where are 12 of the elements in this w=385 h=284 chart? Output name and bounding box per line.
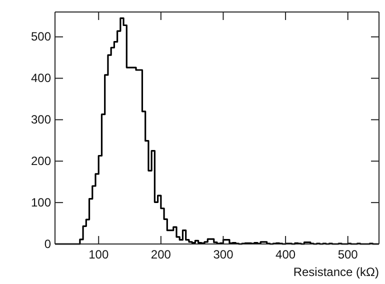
x-tick-label: 500 [338, 248, 358, 262]
y-tick-label: 300 [30, 112, 52, 127]
y-tick-label: 100 [30, 195, 52, 210]
y-tick-label: 500 [30, 30, 52, 44]
x-axis-title: Resistance (kΩ) [293, 265, 379, 279]
y-tick-label: 200 [30, 154, 52, 168]
x-tick-label: 300 [213, 248, 234, 262]
y-tick-label: 0 [44, 236, 52, 251]
x-tick-label: 400 [276, 248, 296, 262]
x-tick-label: 100 [88, 248, 109, 262]
y-tick-label: 400 [30, 71, 52, 86]
x-tick-label: 200 [150, 248, 172, 262]
